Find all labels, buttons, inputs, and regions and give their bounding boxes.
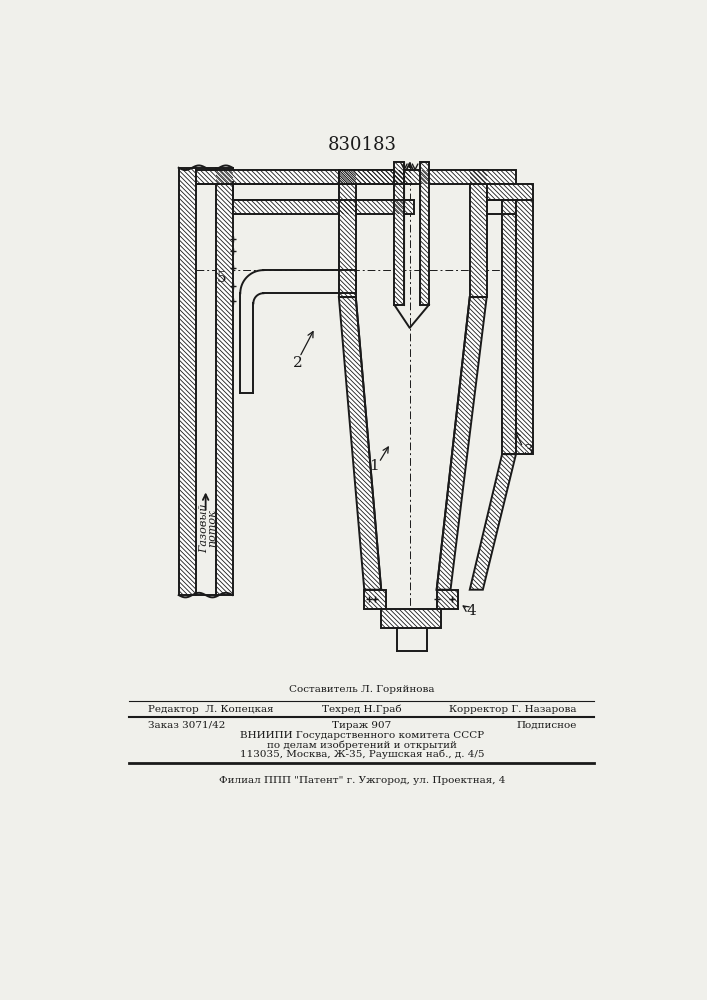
Text: ВНИИПИ Государственного комитета СССР: ВНИИПИ Государственного комитета СССР	[240, 732, 484, 740]
Text: 830183: 830183	[327, 136, 397, 154]
Polygon shape	[196, 170, 411, 184]
Text: по делам изобретений и открытий: по делам изобретений и открытий	[267, 740, 457, 750]
Text: 2: 2	[293, 356, 303, 370]
Text: Тираж 907: Тираж 907	[332, 721, 392, 730]
Text: 4: 4	[467, 604, 477, 618]
Polygon shape	[486, 184, 533, 200]
Text: 5: 5	[217, 271, 227, 285]
Text: Техред Н.Граб: Техред Н.Граб	[322, 704, 402, 714]
Text: Заказ 3071/42: Заказ 3071/42	[148, 721, 226, 730]
Polygon shape	[233, 200, 414, 214]
Polygon shape	[395, 162, 404, 305]
Polygon shape	[339, 170, 356, 297]
Text: Редактор  Л. Копецкая: Редактор Л. Копецкая	[148, 705, 274, 714]
Polygon shape	[216, 168, 233, 595]
Polygon shape	[339, 297, 381, 590]
Polygon shape	[469, 170, 486, 297]
Text: 113035, Москва, Ж-35, Раушская наб., д. 4/5: 113035, Москва, Ж-35, Раушская наб., д. …	[240, 750, 484, 759]
Polygon shape	[502, 200, 516, 454]
Text: Подписное: Подписное	[516, 721, 577, 730]
Polygon shape	[437, 590, 458, 609]
Text: Корректор Г. Назарова: Корректор Г. Назарова	[449, 705, 577, 714]
Polygon shape	[364, 590, 386, 609]
Polygon shape	[437, 297, 486, 590]
Text: Составитель Л. Горяйнова: Составитель Л. Горяйнова	[289, 685, 435, 694]
Polygon shape	[516, 200, 533, 454]
Text: Филиал ППП "Патент" г. Ужгород, ул. Проектная, 4: Филиал ППП "Патент" г. Ужгород, ул. Прое…	[218, 776, 505, 785]
Polygon shape	[381, 609, 441, 628]
Text: 1: 1	[368, 460, 378, 474]
Text: Газовый: Газовый	[199, 503, 209, 553]
Polygon shape	[420, 162, 429, 305]
Polygon shape	[339, 170, 516, 184]
Polygon shape	[179, 168, 196, 595]
Text: 3: 3	[524, 444, 534, 458]
Polygon shape	[469, 454, 516, 590]
Text: поток: поток	[207, 509, 217, 547]
